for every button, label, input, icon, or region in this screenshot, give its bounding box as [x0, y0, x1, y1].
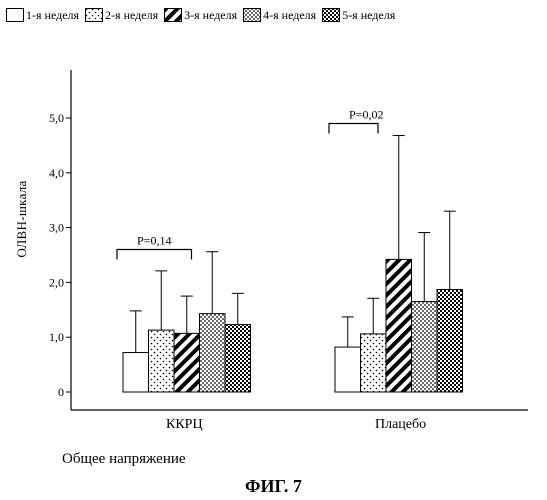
bar-2-1: [149, 330, 175, 392]
legend-swatch: [85, 8, 103, 22]
y-tick-label: 4,0: [49, 166, 64, 180]
x-tick-label-kkrc: ККРЦ: [166, 417, 203, 433]
p-value-label: P=0,14: [137, 234, 171, 248]
x-tick-label-placebo: Плацебо: [375, 417, 426, 433]
y-tick-label: 2,0: [49, 275, 64, 289]
bar-5-2: [437, 290, 463, 392]
bar-3-1: [174, 333, 200, 392]
y-tick-label: 1,0: [49, 330, 64, 344]
bar-4-2: [412, 302, 438, 392]
legend-swatch: [243, 8, 261, 22]
significance-bracket: [117, 250, 192, 260]
legend-item: 1-я неделя: [6, 8, 79, 23]
bar-5-1: [225, 325, 251, 392]
legend-swatch: [322, 8, 340, 22]
chart-subtitle: Общее напряжение: [62, 451, 186, 468]
legend-item: 4-я неделя: [243, 8, 316, 23]
bar-2-2: [361, 334, 387, 392]
legend-label: 5-я неделя: [342, 8, 395, 23]
legend-swatch: [164, 8, 182, 22]
p-value-label: P=0,02: [349, 107, 383, 121]
y-tick-label: 0: [58, 385, 64, 399]
y-tick-label: 3,0: [49, 221, 64, 235]
legend-label: 4-я неделя: [263, 8, 316, 23]
bar-4-1: [200, 314, 226, 392]
legend-item: 3-я неделя: [164, 8, 237, 23]
significance-bracket: [329, 123, 378, 133]
y-tick-label: 5,0: [49, 111, 64, 125]
legend-label: 2-я неделя: [105, 8, 158, 23]
legend-label: 1-я неделя: [26, 8, 79, 23]
bar-1-1: [123, 353, 149, 392]
legend-item: 5-я неделя: [322, 8, 395, 23]
legend-item: 2-я неделя: [85, 8, 158, 23]
legend-label: 3-я неделя: [184, 8, 237, 23]
figure-caption: ФИГ. 7: [0, 476, 547, 497]
chart-legend: 1-я неделя 2-я неделя 3-я неделя 4-я неделя…: [6, 4, 546, 26]
bar-1-2: [335, 347, 361, 392]
bar-3-2: [386, 259, 412, 392]
y-axis-label: ОЛВН-шкала: [14, 164, 32, 274]
legend-swatch: [6, 8, 24, 22]
